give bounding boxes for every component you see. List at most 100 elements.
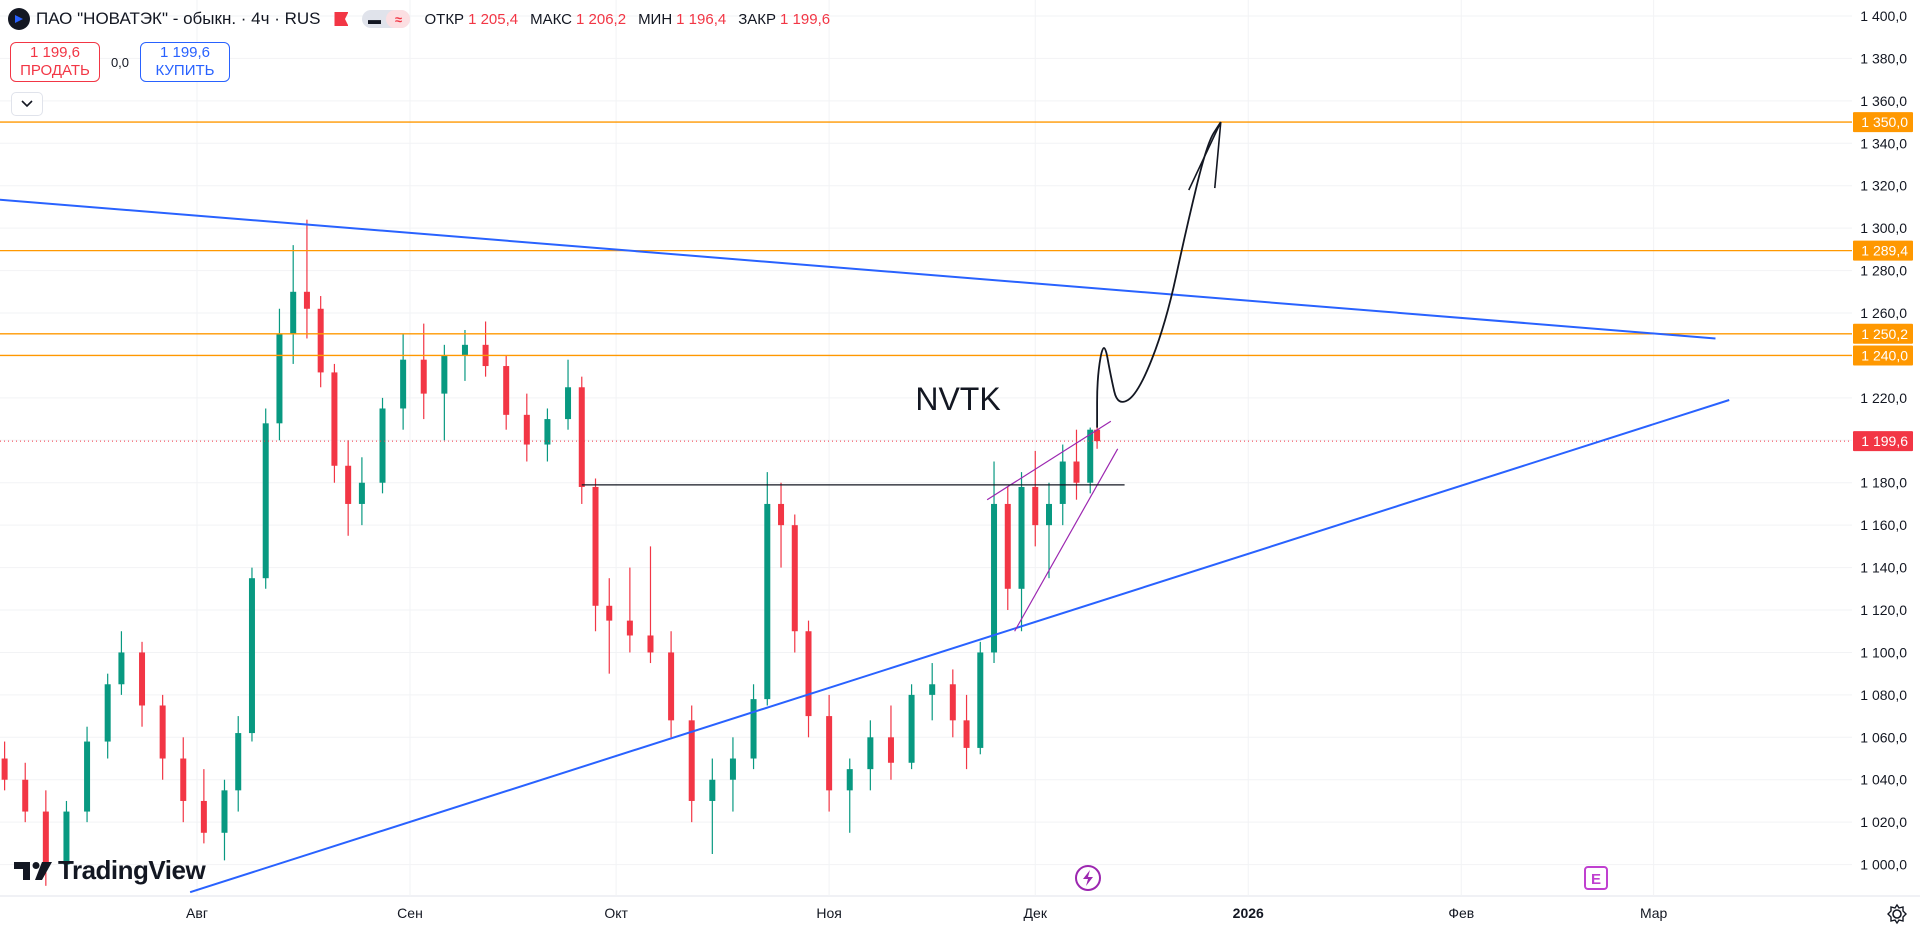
grid	[0, 0, 1852, 896]
candle-body	[139, 652, 146, 706]
price-tick-label: 1 160,0	[1860, 517, 1907, 533]
ticker-annotation: NVTK	[915, 381, 1000, 417]
time-tick-label: Мар	[1640, 905, 1668, 921]
lightning-icon[interactable]	[1075, 865, 1101, 891]
symbol-header: ПАО "НОВАТЭК" - обыкн. · 4ч · RUS ▬ ≈ ОТ…	[8, 8, 838, 30]
candle-body	[63, 811, 70, 865]
candle-body	[668, 652, 675, 721]
candle	[750, 684, 757, 770]
candle-body	[1094, 429, 1101, 442]
candle	[709, 758, 716, 854]
last-price-label: 1 199,6	[1853, 431, 1913, 452]
time-scale-ticks: Авг Сен Окт Ноя Дек 2026 Фев Мар	[186, 905, 1667, 921]
candle-body	[887, 737, 894, 763]
candle	[867, 720, 874, 791]
buy-price: 1 199,6	[159, 44, 211, 61]
candle	[887, 705, 894, 780]
buy-button[interactable]: 1 199,6 КУПИТЬ	[140, 42, 230, 82]
symbol-title[interactable]: ПАО "НОВАТЭК" - обыкн. · 4ч · RUS	[36, 9, 321, 28]
price-tick-label: 1 260,0	[1860, 305, 1907, 321]
candle-body	[118, 652, 125, 685]
candle	[805, 620, 812, 738]
tradingview-logo[interactable]: TradingView	[14, 855, 206, 886]
price-tick-label: 1 220,0	[1860, 390, 1907, 406]
candle	[1, 741, 8, 791]
candle-body	[764, 503, 771, 700]
ohlc-low-value: 1 196,4	[676, 10, 727, 28]
ohlc-high-key: МАКС	[530, 10, 573, 28]
candle	[104, 673, 111, 759]
candle-body	[461, 344, 468, 356]
collapse-button[interactable]	[11, 92, 43, 116]
candle	[688, 705, 695, 823]
candle	[22, 762, 29, 823]
candle-body	[345, 465, 352, 504]
gear-icon[interactable]	[1886, 903, 1908, 925]
candle	[846, 758, 853, 833]
candle	[764, 472, 771, 706]
candle	[565, 359, 572, 430]
price-tick-label: 1 100,0	[1860, 644, 1907, 660]
candle-body	[180, 758, 187, 801]
candle	[908, 684, 915, 770]
minus-icon[interactable]: ▬	[367, 11, 381, 27]
candle	[523, 393, 530, 462]
candle	[118, 631, 125, 695]
sell-label: ПРОДАТЬ	[20, 62, 90, 79]
candle-body	[42, 811, 49, 865]
candle	[276, 308, 283, 441]
candle	[949, 669, 956, 738]
candle	[826, 694, 833, 812]
sell-button[interactable]: 1 199,6 ПРОДАТЬ	[10, 42, 100, 82]
indicator-toggle[interactable]: ▬ ≈	[362, 10, 411, 28]
brand-name: TradingView	[58, 855, 206, 885]
level-price-label-text: 1 350,0	[1861, 114, 1908, 130]
price-tick-label: 1 060,0	[1860, 729, 1907, 745]
time-tick-label: Окт	[604, 905, 628, 921]
candle-body	[248, 578, 255, 734]
candle-body	[963, 720, 970, 748]
candle	[235, 716, 242, 812]
level-price-label: 1 240,0	[1853, 345, 1913, 366]
candle	[1087, 427, 1094, 494]
chevron-down-icon	[21, 100, 33, 108]
candle-body	[778, 503, 785, 526]
resistance-trendline	[0, 198, 1716, 340]
ohlc-values: ОТКР 1 205,4 МАКС 1 206,2 МИН 1 196,4 ЗА…	[424, 11, 838, 28]
flag-icon[interactable]	[334, 12, 349, 26]
candle-body	[523, 414, 530, 445]
candle-body	[1046, 503, 1052, 526]
level-price-label-text: 1 240,0	[1861, 347, 1908, 363]
trade-panel: 1 199,6 ПРОДАТЬ 0,0 1 199,6 КУПИТЬ	[10, 42, 230, 82]
candle	[379, 397, 386, 494]
earnings-icon[interactable]: E	[1584, 866, 1608, 890]
price-tick-label: 1 020,0	[1860, 814, 1907, 830]
price-tick-label: 1 380,0	[1860, 50, 1907, 66]
candle	[482, 321, 489, 377]
candle	[668, 631, 675, 738]
buy-label: КУПИТЬ	[155, 62, 215, 79]
symbol-logo-icon	[8, 8, 30, 30]
candle-body	[826, 716, 833, 791]
level-price-label-text: 1 289,4	[1861, 243, 1908, 259]
candle-body	[358, 482, 365, 504]
candle	[592, 478, 599, 632]
candle-body	[709, 779, 716, 801]
candles	[1, 219, 1101, 886]
projection-path	[1096, 121, 1222, 428]
approx-icon[interactable]: ≈	[386, 10, 411, 28]
price-tick-label: 1 400,0	[1860, 8, 1907, 24]
candle	[248, 567, 255, 742]
candle-body	[420, 359, 427, 394]
candle-body	[317, 308, 324, 373]
candle-body	[1073, 461, 1080, 483]
candle	[1004, 486, 1011, 611]
price-tick-label: 1 300,0	[1860, 220, 1907, 236]
candle-body	[503, 366, 510, 415]
candle	[420, 323, 427, 420]
tv-mark-icon	[14, 861, 52, 880]
price-tick-label: 1 120,0	[1860, 602, 1907, 618]
wedge-lower-line	[1014, 448, 1119, 632]
